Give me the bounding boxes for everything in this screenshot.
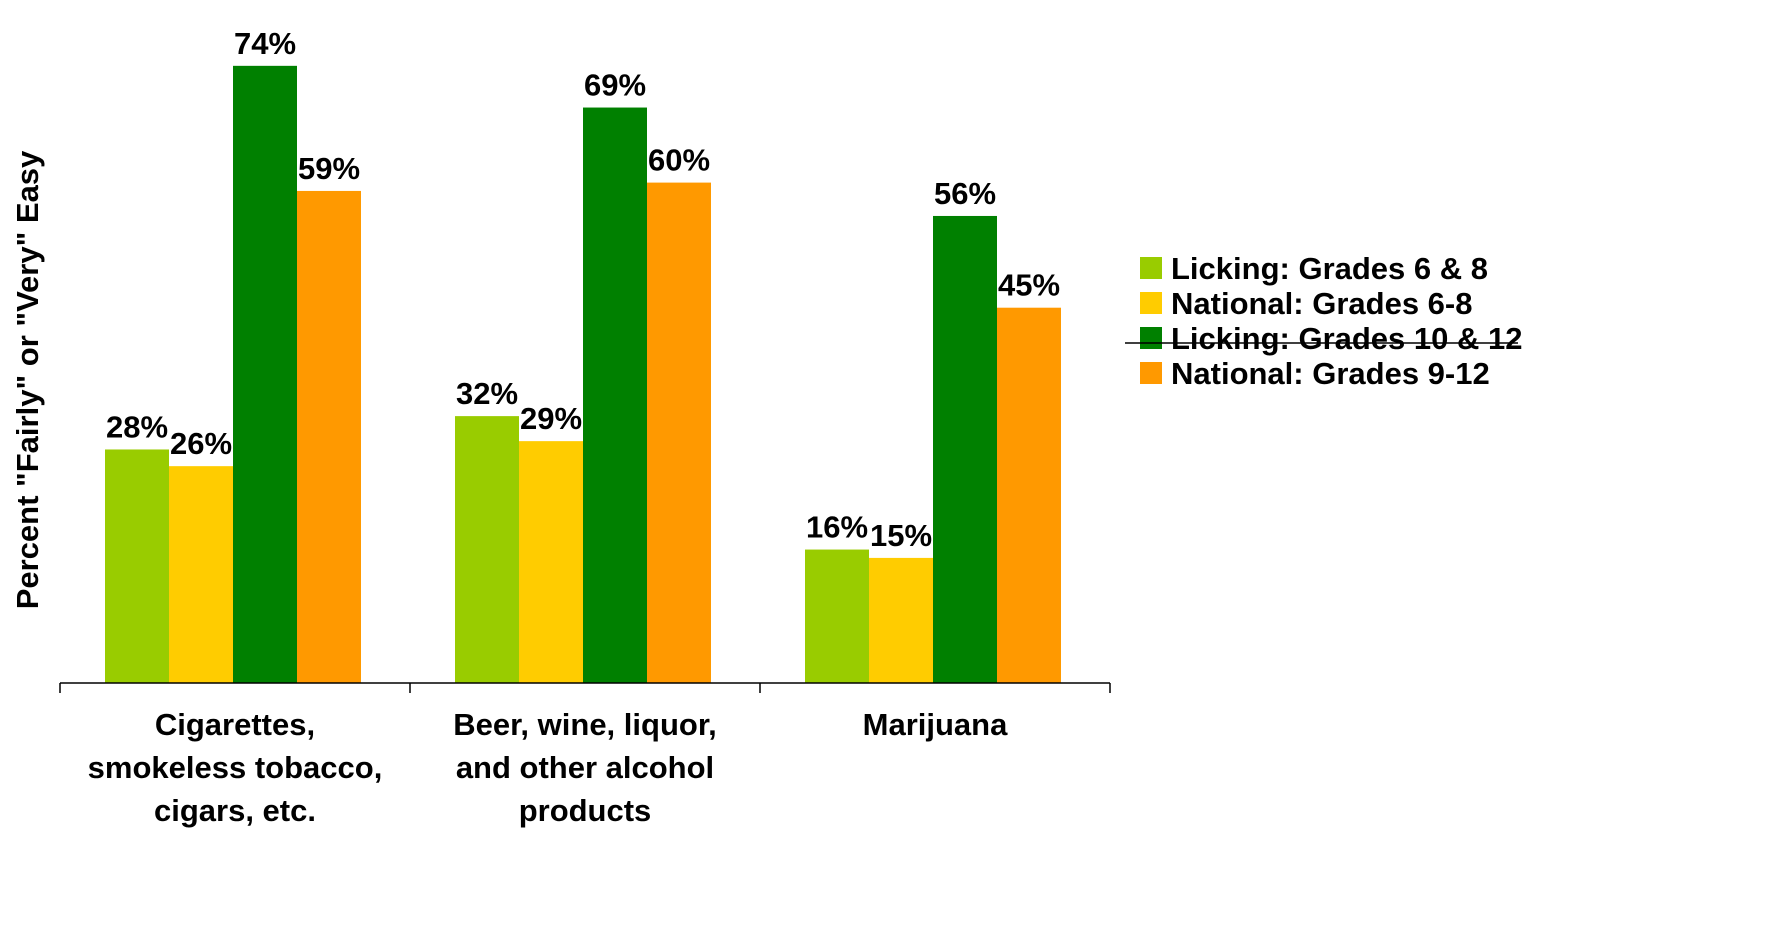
category-label: and other alcohol (456, 750, 714, 785)
bar-1-2 (455, 416, 519, 683)
bars-group (105, 65, 1061, 684)
bar-2-2 (519, 441, 583, 683)
bar-1-1 (105, 449, 169, 683)
category-label: Marijuana (863, 707, 1008, 742)
legend-swatch (1140, 257, 1162, 279)
data-label: 45% (998, 268, 1060, 303)
data-label: 69% (584, 68, 646, 103)
bar-2-3 (869, 557, 933, 683)
legend-label: Licking: Grades 10 & 12 (1171, 321, 1522, 356)
legend-label: National: Grades 6-8 (1171, 286, 1472, 321)
legend-swatch (1140, 327, 1162, 349)
bar-4-1 (297, 190, 361, 683)
category-labels-group: Cigarettes, smokeless tobacco, cigars, etc… (88, 707, 1008, 828)
data-label: 29% (520, 401, 582, 436)
bar-4-3 (997, 307, 1061, 683)
bar-labels-group: 28% 26% 74% 59% 32%29% 69% 60% 16% 15% 56% 45% (106, 26, 1060, 553)
category-label: cigars, etc. (154, 793, 316, 828)
legend-swatch (1140, 292, 1162, 314)
bar-3-1 (233, 65, 297, 684)
data-label: 28% (106, 409, 168, 444)
legend-swatch (1140, 362, 1162, 384)
data-label: 32% (456, 376, 518, 411)
data-label: 60% (648, 143, 710, 178)
data-label: 74% (234, 26, 296, 61)
x-axis (59, 682, 1111, 693)
legend-label: National: Grades 9-12 (1171, 356, 1490, 391)
data-label: 15% (870, 518, 932, 553)
category-label: Cigarettes, (155, 707, 315, 742)
data-label: 16% (806, 510, 868, 545)
bar-3-2 (583, 107, 647, 684)
bar-1-3 (805, 549, 869, 683)
legend-label: Licking: Grades 6 & 8 (1171, 251, 1488, 286)
category-label: Beer, wine, liquor, (453, 707, 717, 742)
y-axis-title: Percent "Fairly" or "Very" Easy (10, 150, 45, 609)
category-label: products (519, 793, 652, 828)
data-label: 59% (298, 151, 360, 186)
bar-2-1 (169, 466, 233, 683)
bar-3-3 (933, 215, 997, 683)
data-label: 56% (934, 176, 996, 211)
category-label: smokeless tobacco, (88, 750, 383, 785)
data-label: 26% (170, 426, 232, 461)
bar-4-2 (647, 182, 711, 683)
